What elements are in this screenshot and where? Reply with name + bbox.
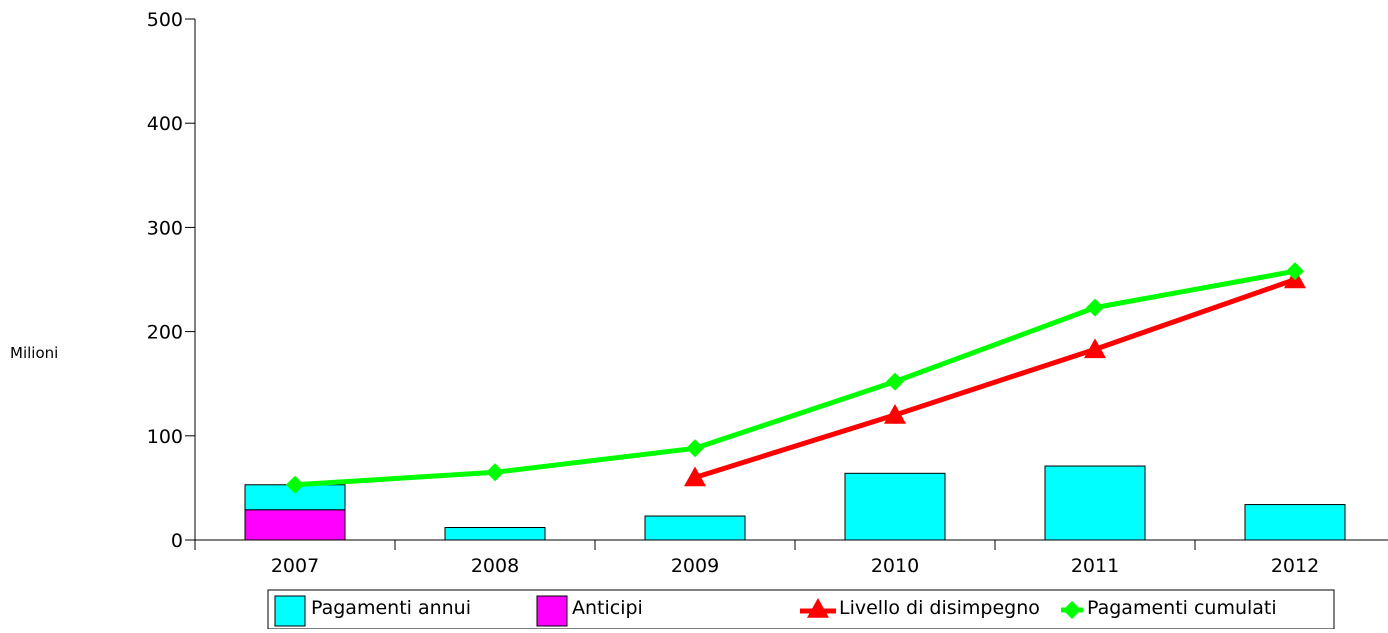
y-axis-title: Milioni [10, 344, 58, 362]
bar-pagamenti-annui [1044, 465, 1146, 541]
bar-pagamenti-annui [644, 515, 746, 541]
lines-group [286, 262, 1306, 494]
y-tick-label: 0 [171, 530, 183, 552]
legend-marker-cumulati [1063, 601, 1081, 619]
y-tick-label: 400 [147, 113, 183, 135]
x-tick-label: 2007 [271, 555, 319, 577]
x-tick-label: 2011 [1071, 555, 1119, 577]
y-tick-label: 100 [147, 426, 183, 448]
point-cumulati [686, 439, 704, 458]
point-cumulati [1086, 298, 1104, 317]
bar-pagamenti-annui [1244, 504, 1346, 541]
line-disimpegno [694, 277, 1296, 480]
bar-pagamenti-annui [844, 472, 946, 541]
y-tick-label: 300 [147, 217, 183, 239]
bar-anticipi [244, 509, 346, 541]
point-disimpegno [1084, 338, 1106, 359]
point-cumulati [1286, 262, 1304, 281]
point-cumulati [286, 475, 304, 494]
legend-swatch-pagamenti-annui [274, 595, 306, 627]
x-tick-label: 2010 [871, 555, 919, 577]
bars-group [244, 465, 1346, 541]
legend-label-cumulati: Pagamenti cumulati [1087, 597, 1277, 619]
legend-swatch-anticipi [536, 595, 568, 627]
point-cumulati [886, 372, 904, 391]
legend-label-pagamenti-annui: Pagamenti annui [311, 597, 471, 619]
legend-group: Pagamenti annui Anticipi Livello di disimp… [267, 589, 1335, 630]
point-cumulati [486, 463, 504, 482]
y-tick-label: 500 [147, 9, 183, 31]
point-disimpegno [684, 466, 706, 487]
point-disimpegno [884, 403, 906, 424]
x-tick-label: 2012 [1271, 555, 1319, 577]
legend-label-disimpegno: Livello di disimpegno [839, 597, 1040, 619]
legend-box [267, 589, 1335, 630]
bar-pagamenti-annui [444, 526, 546, 541]
legend-marker-disimpegno [807, 598, 829, 618]
axes-group: 0 100 200 300 400 500 Milioni 2007 2008 2009 2010 2… [10, 9, 1388, 577]
y-tick-label: 200 [147, 322, 183, 344]
x-tick-label: 2009 [671, 555, 719, 577]
line-cumulati [294, 268, 1296, 488]
legend-label-anticipi: Anticipi [572, 597, 643, 619]
x-tick-label: 2008 [471, 555, 519, 577]
